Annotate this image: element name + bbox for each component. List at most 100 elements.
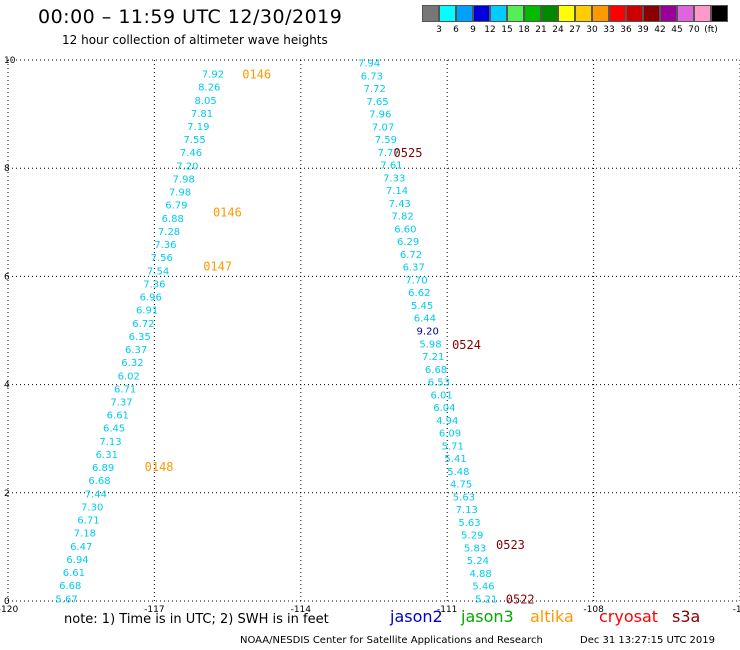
- legend-label: 21: [535, 25, 547, 35]
- wave-height-value: 6.88: [162, 214, 184, 225]
- wave-height-value: 6.45: [103, 424, 125, 435]
- wave-height-value: 6.89: [92, 463, 114, 474]
- legend-label: 24: [552, 25, 564, 35]
- y-tick-label: 8: [4, 164, 10, 174]
- wave-height-value: 7.07: [372, 122, 394, 133]
- x-tick-label: -10: [733, 605, 740, 615]
- wave-height-value: 6.44: [414, 314, 436, 325]
- legend-swatch: [711, 5, 728, 22]
- pass-time-tag: 0522: [506, 592, 535, 606]
- wave-height-value: 5.63: [453, 492, 475, 503]
- wave-height-value: 9.20: [417, 327, 439, 338]
- wave-height-value: 4.88: [470, 569, 492, 580]
- y-tick-label: 4: [4, 381, 10, 391]
- legend-swatch: [609, 5, 626, 22]
- page-subtitle: 12 hour collection of altimeter wave hei…: [62, 33, 328, 47]
- legend-swatch: [660, 5, 677, 22]
- wave-height-value: 6.73: [361, 71, 383, 82]
- y-tick-label: 10: [4, 56, 16, 66]
- wave-height-value: 7.33: [383, 173, 405, 184]
- legend-swatch: [626, 5, 643, 22]
- legend-swatch: [677, 5, 694, 22]
- wave-height-value: 5.67: [55, 594, 77, 605]
- wave-height-value: 7.20: [176, 161, 198, 172]
- wave-height-value: 7.82: [391, 212, 413, 223]
- satellite-name: cryosat: [599, 607, 659, 626]
- legend-label: 33: [603, 25, 615, 35]
- legend-label: 42: [654, 25, 666, 35]
- satellite-name: altika: [530, 607, 574, 626]
- wave-height-value: 4.75: [450, 480, 472, 491]
- legend-swatch: [473, 5, 490, 22]
- legend-swatch: [456, 5, 473, 22]
- wave-height-value: 6.35: [129, 332, 151, 343]
- legend-label: 15: [501, 25, 513, 35]
- x-tick-label: -120: [0, 605, 18, 615]
- legend-label: 39: [637, 25, 649, 35]
- wave-height-value: 5.29: [461, 531, 483, 542]
- wave-height-value: 7.13: [456, 505, 478, 516]
- wave-height-value: 6.53: [428, 378, 450, 389]
- x-tick-label: -108: [583, 605, 604, 615]
- pass-time-tag: 0146: [213, 205, 242, 219]
- wave-height-value: 7.30: [81, 502, 103, 513]
- satellite-name: jason3: [461, 607, 514, 626]
- legend-swatch: [575, 5, 592, 22]
- wave-height-value: 6.71: [114, 384, 136, 395]
- legend-swatch: [422, 5, 439, 22]
- wave-height-value: 6.29: [397, 237, 419, 248]
- wave-height-value: 6.04: [433, 403, 455, 414]
- legend-label: 3: [436, 25, 442, 35]
- legend-label: (ft): [704, 25, 718, 35]
- wave-height-value: 7.37: [110, 398, 132, 409]
- wave-height-value: 6.37: [125, 345, 147, 356]
- pass-time-tag: 0523: [496, 538, 525, 552]
- wave-height-value: 6.02: [118, 371, 140, 382]
- wave-height-value: 6.72: [400, 250, 422, 261]
- pass-time-tag: 0148: [145, 460, 174, 474]
- y-tick-label: 2: [4, 489, 10, 499]
- wave-height-value: 5.24: [467, 556, 489, 567]
- wave-height-value: 7.13: [99, 437, 121, 448]
- legend-swatch: [439, 5, 456, 22]
- wave-height-value: 7.46: [180, 148, 202, 159]
- wave-height-value: 6.47: [70, 542, 92, 553]
- units-note: note: 1) Time is in UTC; 2) SWH is in fe…: [64, 612, 329, 627]
- wave-height-value: 7.65: [366, 97, 388, 108]
- wave-height-value: 5.98: [419, 339, 441, 350]
- wave-height-value: 6.68: [425, 365, 447, 376]
- wave-height-value: 8.05: [195, 96, 217, 107]
- wave-height-value: 4.94: [436, 416, 458, 427]
- wave-height-value: 7.36: [143, 279, 165, 290]
- wave-height-value: 7.14: [386, 186, 408, 197]
- wave-height-value: 7.98: [169, 188, 191, 199]
- legend-label: 45: [671, 25, 683, 35]
- wave-height-value: 5.48: [447, 467, 469, 478]
- y-tick-label: 0: [4, 597, 10, 607]
- legend-label: 70: [688, 25, 700, 35]
- wave-height-value: 5.63: [458, 518, 480, 529]
- legend-swatch: [490, 5, 507, 22]
- wave-height-value: 7.19: [187, 122, 209, 133]
- wave-height-value: 7.56: [151, 253, 173, 264]
- wave-height-value: 7.98: [173, 174, 195, 185]
- wave-height-value: 7.21: [422, 352, 444, 363]
- wave-height-value: 6.71: [77, 516, 99, 527]
- wave-height-value: 5.83: [464, 543, 486, 554]
- wave-height-value: 7.72: [364, 84, 386, 95]
- wave-height-value: 6.01: [430, 390, 452, 401]
- legend-swatch: [507, 5, 524, 22]
- satellite-name: s3a: [672, 607, 701, 626]
- wave-height-value: 5.41: [444, 454, 466, 465]
- pass-time-tag: 0147: [203, 260, 232, 274]
- wave-height-value: 6.60: [394, 224, 416, 235]
- satellite-name: jason2: [390, 607, 443, 626]
- wave-height-value: 6.62: [408, 288, 430, 299]
- pass-time-tag: 0146: [242, 68, 271, 82]
- wave-height-value: 7.28: [158, 227, 180, 238]
- legend-label: 6: [453, 25, 459, 35]
- wave-height-value: 7.96: [369, 110, 391, 121]
- wave-height-value: 7.18: [74, 529, 96, 540]
- wave-height-value: 7.54: [147, 266, 169, 277]
- wave-height-value: 7.70: [405, 275, 427, 286]
